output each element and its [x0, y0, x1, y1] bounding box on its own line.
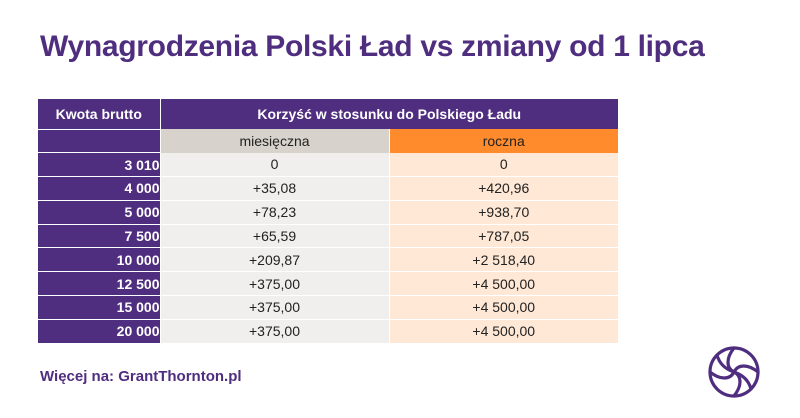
- table-row: 12 500 +375,00 +4 500,00: [38, 271, 618, 297]
- header-roczna: roczna: [389, 129, 618, 153]
- cell-kwota: 7 500: [38, 224, 161, 249]
- cell-roczna: +938,70: [389, 200, 618, 225]
- table-row: 7 500 +65,59 +787,05: [38, 224, 618, 249]
- cell-roczna: 0: [389, 152, 618, 178]
- table-row: 3 010 0 0: [38, 152, 618, 178]
- cell-roczna: +2 518,40: [389, 247, 618, 273]
- cell-roczna: +420,96: [389, 176, 618, 201]
- table-header-row: Kwota brutto Korzyść w stosunku do Polsk…: [38, 99, 618, 130]
- header-kwota-brutto: Kwota brutto: [38, 99, 161, 130]
- grant-thornton-logo-icon: [706, 344, 762, 400]
- table-row: 15 000 +375,00 +4 500,00: [38, 295, 618, 320]
- table-subheader-row: miesięczna roczna: [38, 129, 618, 154]
- cell-miesieczna: 0: [160, 152, 390, 178]
- cell-miesieczna: +375,00: [160, 319, 390, 344]
- table-row: 10 000 +209,87 +2 518,40: [38, 247, 618, 273]
- cell-kwota: 5 000: [38, 200, 161, 225]
- cell-miesieczna: +209,87: [160, 247, 390, 273]
- page-title: Wynagrodzenia Polski Ład vs zmiany od 1 …: [40, 30, 705, 63]
- table-row: 5 000 +78,23 +938,70: [38, 200, 618, 225]
- cell-miesieczna: +35,08: [160, 176, 390, 201]
- cell-miesieczna: +375,00: [160, 295, 390, 320]
- cell-kwota: 20 000: [38, 319, 161, 344]
- cell-roczna: +4 500,00: [389, 319, 618, 344]
- header-blank-cell: [38, 129, 161, 154]
- cell-miesieczna: +78,23: [160, 200, 390, 225]
- footer-link-text: Więcej na: GrantThornton.pl: [40, 368, 242, 385]
- cell-roczna: +4 500,00: [389, 271, 618, 297]
- cell-roczna: +787,05: [389, 224, 618, 249]
- cell-kwota: 12 500: [38, 271, 161, 297]
- cell-kwota: 3 010: [38, 152, 161, 178]
- header-korzysc: Korzyść w stosunku do Polskiego Ładu: [160, 99, 618, 129]
- cell-miesieczna: +375,00: [160, 271, 390, 297]
- cell-kwota: 4 000: [38, 176, 161, 201]
- cell-roczna: +4 500,00: [389, 295, 618, 320]
- table-row: 4 000 +35,08 +420,96: [38, 176, 618, 201]
- header-miesieczna: miesięczna: [160, 129, 390, 153]
- table-row: 20 000 +375,00 +4 500,00: [38, 319, 618, 344]
- cell-kwota: 10 000: [38, 247, 161, 273]
- cell-kwota: 15 000: [38, 295, 161, 320]
- cell-miesieczna: +65,59: [160, 224, 390, 249]
- salary-comparison-table: Kwota brutto Korzyść w stosunku do Polsk…: [38, 99, 618, 344]
